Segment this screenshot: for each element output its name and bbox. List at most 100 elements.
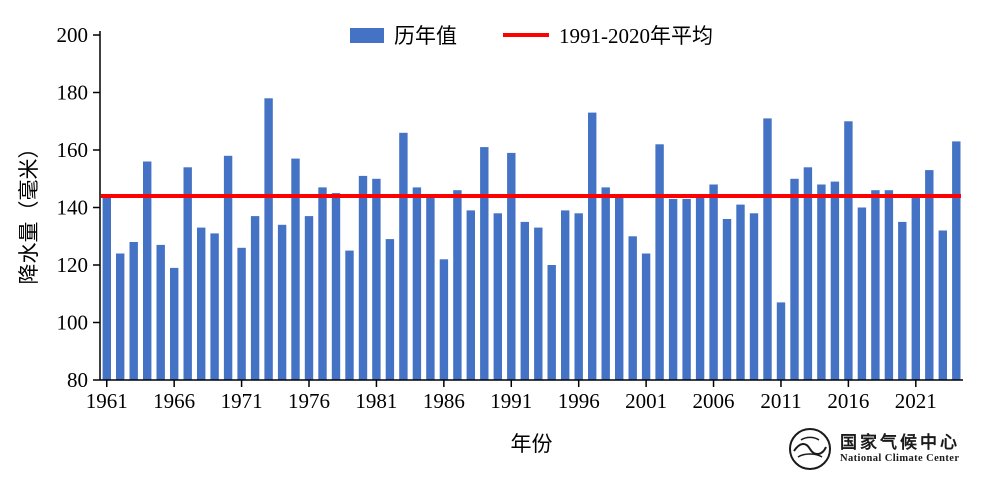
x-tick-label: 1981 bbox=[355, 389, 397, 413]
y-tick-label: 80 bbox=[67, 368, 88, 392]
bar-1970 bbox=[223, 155, 233, 381]
x-tick-label: 1996 bbox=[558, 389, 600, 413]
y-tick-label: 120 bbox=[57, 253, 89, 277]
bar-1999 bbox=[615, 196, 624, 380]
bar-1974 bbox=[277, 224, 287, 381]
bar-2003 bbox=[668, 198, 678, 380]
bar-1972 bbox=[250, 216, 260, 380]
bar-1987 bbox=[453, 190, 462, 380]
bar-1993 bbox=[534, 227, 543, 380]
x-axis-title: 年份 bbox=[510, 432, 553, 456]
y-axis-title: 降水量（毫米） bbox=[17, 137, 41, 285]
bar-2018 bbox=[871, 190, 880, 380]
bar-1966 bbox=[170, 267, 179, 380]
bar-1991 bbox=[507, 152, 516, 380]
bar-1965 bbox=[156, 244, 165, 380]
bar-1995 bbox=[561, 210, 570, 380]
bar-1983 bbox=[399, 132, 408, 381]
bar-1967 bbox=[183, 167, 192, 381]
ncc-logo: 国家气候中心 National Climate Center bbox=[788, 427, 960, 471]
ncc-logo-text: 国家气候中心 National Climate Center bbox=[840, 433, 960, 465]
bar-1982 bbox=[385, 239, 395, 380]
ncc-logo-subtitle: National Climate Center bbox=[840, 452, 960, 464]
x-tick-label: 1966 bbox=[153, 389, 195, 413]
ncc-logo-title: 国家气候中心 bbox=[840, 433, 960, 453]
bar-2002 bbox=[655, 144, 664, 381]
bar-1961 bbox=[102, 196, 111, 380]
x-tick-label: 2006 bbox=[693, 389, 735, 413]
bar-1973 bbox=[264, 98, 273, 381]
bar-1997 bbox=[588, 112, 597, 380]
bar-1984 bbox=[412, 187, 422, 380]
bar-2016 bbox=[844, 121, 853, 381]
bar-2021 bbox=[911, 196, 920, 380]
legend-refline-swatch bbox=[503, 33, 549, 37]
bar-1968 bbox=[197, 227, 206, 380]
bar-1977 bbox=[318, 187, 327, 380]
bar-2001 bbox=[641, 253, 651, 380]
x-tick-label: 2021 bbox=[895, 389, 937, 413]
x-tick-label: 1976 bbox=[288, 389, 330, 413]
bar-2000 bbox=[628, 236, 637, 381]
bar-1996 bbox=[574, 213, 583, 381]
x-tick-label: 2011 bbox=[760, 389, 801, 413]
ncc-logo-emblem-icon bbox=[789, 428, 831, 470]
bar-1978 bbox=[331, 193, 341, 380]
bar-1964 bbox=[143, 161, 152, 380]
chart-legend: 历年值 1991-2020年平均 bbox=[100, 20, 963, 50]
y-tick-label: 100 bbox=[57, 311, 89, 335]
bar-2014 bbox=[817, 184, 826, 380]
legend-bar-swatch bbox=[350, 27, 384, 43]
bar-1979 bbox=[345, 250, 354, 380]
bar-2013 bbox=[803, 167, 813, 381]
legend-item-bars: 历年值 bbox=[350, 20, 457, 50]
bar-2015 bbox=[830, 181, 840, 380]
y-tick-label: 160 bbox=[57, 138, 89, 162]
bar-1985 bbox=[426, 196, 435, 380]
bar-1975 bbox=[291, 158, 300, 380]
legend-item-refline: 1991-2020年平均 bbox=[503, 20, 713, 50]
bar-1988 bbox=[466, 210, 475, 380]
bar-1962 bbox=[116, 253, 125, 380]
bar-1989 bbox=[480, 147, 489, 380]
bar-1971 bbox=[237, 247, 246, 381]
bar-1986 bbox=[439, 259, 449, 381]
y-tick-label: 140 bbox=[57, 196, 89, 220]
bar-2009 bbox=[749, 213, 759, 381]
bar-2023 bbox=[938, 230, 947, 380]
bar-2017 bbox=[857, 207, 867, 380]
bar-1992 bbox=[520, 221, 529, 380]
x-tick-label: 1986 bbox=[423, 389, 465, 413]
bar-1976 bbox=[304, 216, 314, 380]
bar-2006 bbox=[709, 184, 718, 380]
bar-1963 bbox=[129, 242, 138, 380]
bar-2011 bbox=[776, 302, 786, 380]
bar-1981 bbox=[372, 178, 381, 381]
bar-2005 bbox=[695, 196, 705, 380]
y-tick-label: 200 bbox=[57, 23, 89, 47]
x-tick-label: 1991 bbox=[490, 389, 532, 413]
bar-2008 bbox=[736, 204, 745, 380]
bar-2024 bbox=[952, 141, 961, 380]
legend-refline-label: 1991-2020年平均 bbox=[559, 24, 713, 48]
y-tick-label: 180 bbox=[57, 81, 89, 105]
bar-2022 bbox=[925, 170, 934, 380]
bar-1990 bbox=[493, 213, 502, 381]
bar-1998 bbox=[601, 187, 610, 380]
bar-2020 bbox=[898, 221, 907, 380]
bar-2012 bbox=[790, 178, 799, 381]
bar-2010 bbox=[763, 118, 772, 381]
x-tick-label: 1971 bbox=[221, 389, 263, 413]
bar-2019 bbox=[884, 190, 894, 380]
x-tick-label: 2016 bbox=[827, 389, 869, 413]
bar-2004 bbox=[682, 198, 691, 380]
bar-1969 bbox=[210, 233, 219, 380]
x-tick-label: 2001 bbox=[625, 389, 667, 413]
bar-1994 bbox=[547, 265, 556, 380]
legend-bar-label: 历年值 bbox=[394, 24, 457, 48]
x-tick-label: 1961 bbox=[86, 389, 128, 413]
bar-2007 bbox=[722, 219, 732, 380]
bar-1980 bbox=[358, 175, 368, 380]
